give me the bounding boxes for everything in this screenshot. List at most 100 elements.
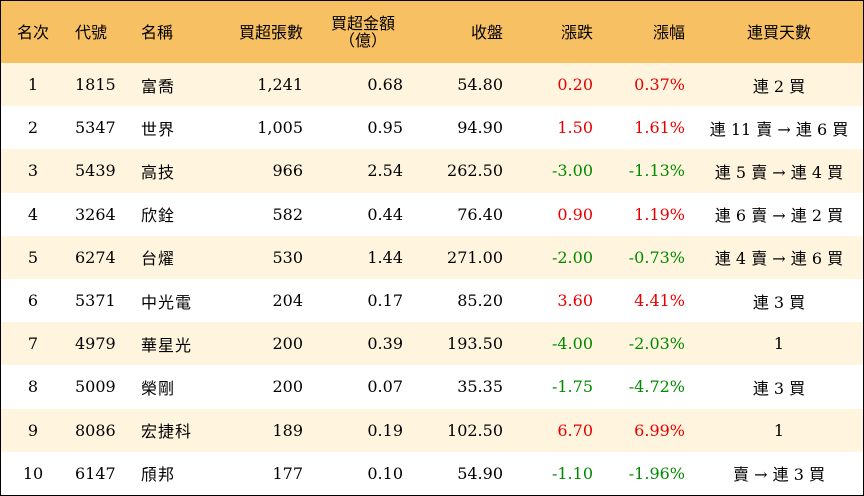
cell-close: 262.50 [447,161,503,181]
cell-consecutive-days: 賣 → 連 3 買 [733,465,825,485]
cell-close: 54.80 [457,75,503,95]
cell-rank: 10 [22,463,44,483]
header-net-buy-lots: 買超張數 [238,22,303,42]
table-body: 1 1815 富喬 1,241 0.68 54.80 0.20 0.37% 連 2 買 2 5347… [1,63,863,495]
header-row: 名次 代號 名稱 買超張數 買超金額 （億） 收盤 漲跌 漲幅 連買天數 [1,1,863,63]
cell-rank: 2 [27,118,39,138]
cell-net-buy-lots: 966 [272,161,303,181]
cell-change: -2.00 [551,247,593,267]
cell-close: 271.00 [447,247,503,267]
cell-change-pct: -1.96% [628,463,685,483]
table-row: 8 5009 榮剛 200 0.07 35.35 -1.75 -4.72% 連 3 買 [1,365,863,409]
header-close: 收盤 [470,22,503,42]
cell-net-buy-lots: 200 [272,334,303,354]
cell-name: 頎邦 [141,465,176,485]
cell-net-buy-lots: 530 [272,247,303,267]
cell-net-buy-amount: 0.39 [367,334,403,354]
header-change: 漲跌 [560,22,593,42]
cell-net-buy-amount: 2.54 [367,161,403,181]
cell-name: 欣銓 [141,206,176,226]
table-row: 4 3264 欣銓 582 0.44 76.40 0.90 1.19% 連 6 賣 → 連 2 … [1,192,863,236]
table-row: 6 5371 中光電 204 0.17 85.20 3.60 4.41% 連 3 買 [1,278,863,323]
cell-rank: 1 [27,75,39,95]
cell-net-buy-amount: 0.68 [367,75,403,95]
cell-net-buy-lots: 582 [272,204,303,224]
table-row: 9 8086 宏捷科 189 0.19 102.50 6.70 6.99% 1 [1,408,863,452]
cell-consecutive-days: 連 3 買 [752,292,806,312]
header-net-buy-amount-line2: （億） [338,31,387,50]
header-code: 代號 [75,22,108,42]
cell-name: 台燿 [141,249,176,269]
cell-code: 8086 [75,420,116,440]
cell-name: 中光電 [141,292,193,312]
cell-close: 76.40 [457,204,503,224]
cell-net-buy-amount: 1.44 [367,247,403,267]
cell-consecutive-days: 1 [773,420,785,440]
cell-code: 5009 [75,377,116,397]
table-row: 3 5439 高技 966 2.54 262.50 -3.00 -1.13% 連 5 賣 → 連… [1,149,863,193]
cell-rank: 9 [27,420,39,440]
cell-close: 94.90 [457,118,503,138]
cell-rank: 5 [27,247,39,267]
cell-change-pct: -2.03% [628,334,685,354]
cell-change-pct: 4.41% [634,291,685,311]
cell-code: 5347 [75,118,116,138]
cell-change-pct: 1.61% [634,118,685,138]
cell-net-buy-amount: 0.10 [367,463,403,483]
cell-consecutive-days: 連 11 賣 → 連 6 買 [709,119,849,139]
cell-rank: 7 [27,334,39,354]
cell-close: 193.50 [447,334,503,354]
header-name: 名稱 [141,22,174,42]
cell-consecutive-days: 連 2 買 [752,76,806,96]
cell-change: -1.75 [551,377,593,397]
cell-net-buy-amount: 0.07 [367,377,403,397]
cell-consecutive-days: 連 3 買 [752,378,806,398]
cell-change: 3.60 [557,291,593,311]
cell-net-buy-lots: 200 [272,377,303,397]
cell-net-buy-lots: 1,005 [257,118,303,138]
cell-name: 高技 [141,162,176,182]
cell-consecutive-days: 連 6 賣 → 連 2 買 [714,206,844,226]
cell-close: 85.20 [457,291,503,311]
header-consecutive-days: 連買天數 [746,22,811,42]
cell-name: 世界 [141,119,176,139]
header-change-pct: 漲幅 [652,22,685,42]
header-net-buy-amount-line1: 買超金額 [330,14,395,33]
cell-change: -4.00 [551,334,593,354]
cell-net-buy-amount: 0.19 [367,420,403,440]
cell-consecutive-days: 連 5 賣 → 連 4 買 [714,162,844,182]
header-net-buy-amount: 買超金額 （億） [313,1,413,63]
cell-rank: 8 [27,377,39,397]
cell-code: 5371 [75,291,116,311]
cell-name: 富喬 [141,76,176,96]
cell-name: 華星光 [141,335,193,355]
cell-net-buy-lots: 189 [272,420,303,440]
cell-change: -1.10 [551,463,593,483]
cell-change: 0.20 [557,75,593,95]
cell-net-buy-lots: 177 [272,463,303,483]
cell-rank: 6 [27,291,39,311]
cell-code: 3264 [75,204,116,224]
cell-change-pct: -1.13% [628,161,685,181]
table-row: 7 4979 華星光 200 0.39 193.50 -4.00 -2.03% 1 [1,322,863,366]
cell-name: 榮剛 [141,378,176,398]
cell-change-pct: -0.73% [628,247,685,267]
cell-net-buy-amount: 0.44 [367,204,403,224]
cell-code: 5439 [75,161,116,181]
cell-code: 4979 [75,334,116,354]
cell-net-buy-lots: 204 [272,291,303,311]
header-rank: 名次 [16,22,49,42]
table-row: 10 6147 頎邦 177 0.10 54.90 -1.10 -1.96% 賣 → 連 3 買 [1,451,863,495]
cell-net-buy-amount: 0.17 [367,291,403,311]
cell-change-pct: 0.37% [634,75,685,95]
cell-close: 102.50 [447,420,503,440]
cell-code: 6274 [75,247,116,267]
cell-code: 6147 [75,463,116,483]
cell-change: 0.90 [557,204,593,224]
cell-change: 6.70 [557,420,593,440]
cell-name: 宏捷科 [141,422,193,442]
cell-change: 1.50 [557,118,593,138]
table-header: 名次 代號 名稱 買超張數 買超金額 （億） 收盤 漲跌 漲幅 連買天數 [1,1,863,63]
